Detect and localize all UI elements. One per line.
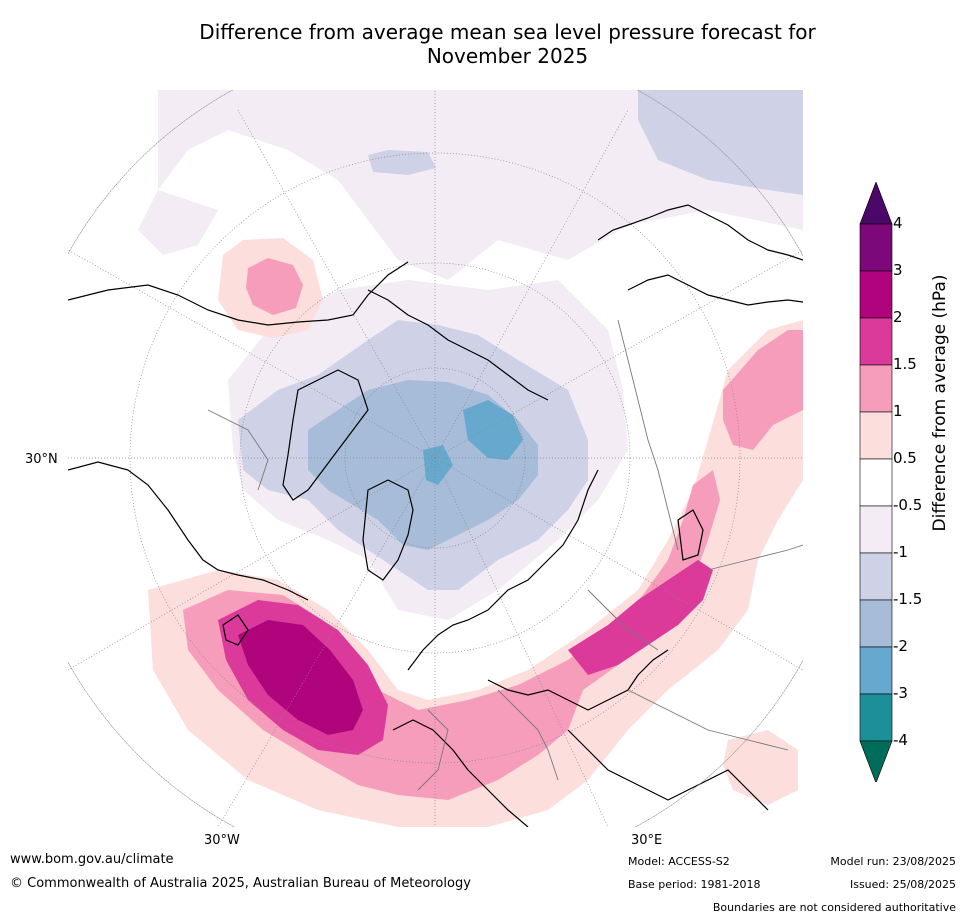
colorbar-tick-label: 3: [893, 261, 903, 279]
colorbar: [859, 182, 893, 782]
lat-label-30n: 30°N: [25, 452, 58, 467]
colorbar-extend-top: [859, 182, 893, 225]
colorbar-tick-label: 4: [893, 214, 903, 232]
polar-map: [68, 90, 803, 827]
footer-url: www.bom.gov.au/climate: [10, 852, 174, 867]
colorbar-segment: [859, 693, 893, 742]
colorbar-segment: [859, 552, 893, 601]
footer-copyright: © Commonwealth of Australia 2025, Austra…: [10, 876, 471, 891]
colorbar-tick-label: 1: [893, 402, 903, 420]
colorbar-tick-label: -4: [893, 731, 908, 749]
map-svg: [68, 90, 803, 827]
colorbar-segment: [859, 646, 893, 695]
colorbar-segment: [859, 505, 893, 554]
colorbar-segment: [859, 458, 893, 507]
lon-label-30w: 30°W: [204, 833, 240, 848]
footer-disclaimer: Boundaries are not considered authoritat…: [712, 901, 956, 914]
footer-base-period: Base period: 1981-2018: [628, 878, 761, 891]
colorbar-segment: [859, 599, 893, 648]
footer-issued: Issued: 25/08/2025: [849, 878, 956, 891]
footer-model-run: Model run: 23/08/2025: [830, 855, 956, 868]
colorbar-segment: [859, 223, 893, 272]
title-line-2: November 2025: [426, 44, 589, 68]
graticule: [68, 90, 803, 827]
colorbar-segment: [859, 411, 893, 460]
footer-model: Model: ACCESS-S2: [628, 855, 730, 868]
colorbar-tick-label: -3: [893, 684, 908, 702]
map-title: Difference from average mean sea level p…: [150, 20, 865, 68]
colorbar-extend-bottom: [859, 740, 893, 782]
colorbar-segment: [859, 270, 893, 319]
coastlines: [68, 204, 803, 827]
colorbar-tick-label: -2: [893, 637, 908, 655]
colorbar-segment: [859, 317, 893, 366]
colorbar-tick-label: -0.5: [893, 496, 923, 514]
colorbar-tick-label: 2: [893, 308, 903, 326]
country-borders: [207, 319, 803, 791]
lon-label-30e: 30°E: [631, 833, 663, 848]
title-line-1: Difference from average mean sea level p…: [199, 20, 816, 44]
colorbar-tick-label: 1.5: [893, 355, 917, 373]
colorbar-segment: [859, 364, 893, 413]
colorbar-tick-label: 0.5: [893, 449, 917, 467]
colorbar-tick-label: -1.5: [893, 590, 923, 608]
anomaly-peak-positive: [238, 620, 363, 735]
colorbar-tick-label: -1: [893, 543, 908, 561]
colorbar-label: Difference from average (hPa): [930, 274, 950, 532]
